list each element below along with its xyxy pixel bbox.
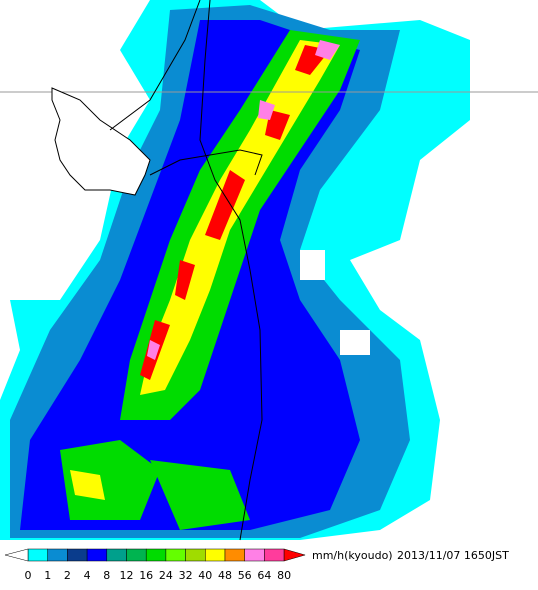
timestamp: 2013/11/07 1650JST — [397, 549, 509, 562]
legend-swatch — [244, 548, 265, 562]
coast-line — [199, 0, 263, 541]
legend-swatch — [165, 548, 186, 562]
rain-gap — [300, 250, 325, 280]
legend-tick-label: 4 — [84, 569, 91, 582]
rain-field — [0, 0, 470, 540]
legend-tick-label: 16 — [139, 569, 153, 582]
coast-line — [109, 0, 201, 131]
legend-swatch — [27, 548, 48, 562]
legend-under — [4, 548, 29, 562]
legend-tick-label: 48 — [218, 569, 232, 582]
legend-swatch — [185, 548, 206, 562]
legend-swatch — [106, 548, 127, 562]
legend-tick-label: 64 — [257, 569, 271, 582]
rain-extreme — [140, 45, 330, 380]
legend-tick-label: 56 — [238, 569, 252, 582]
legend-tick-label: 32 — [179, 569, 193, 582]
legend-swatch — [67, 548, 88, 562]
legend-unit: mm/h(kyoudo) — [312, 549, 393, 562]
peninsula — [51, 87, 151, 196]
legend-over — [283, 548, 307, 562]
legend-swatch — [224, 548, 245, 562]
coastline — [51, 0, 263, 541]
legend-swatch — [145, 548, 167, 562]
legend-swatch — [47, 548, 68, 562]
legend-tick-label: 12 — [120, 569, 134, 582]
legend-tick-label: 1 — [44, 569, 51, 582]
legend-tick-label: 40 — [198, 569, 212, 582]
legend-swatch — [264, 548, 285, 562]
rain-intense — [70, 40, 340, 500]
rain-gap — [340, 330, 370, 355]
legend: 0 1 2 4 8 12 16 24 32 40 48 56 64 80 — [4, 548, 307, 582]
legend-swatch — [126, 548, 147, 562]
legend-tick-label: 0 — [25, 569, 32, 582]
legend-tick-label: 24 — [159, 569, 173, 582]
legend-tick-label: 2 — [64, 569, 71, 582]
legend-tick-label: 8 — [103, 569, 110, 582]
legend-tick-label: 80 — [277, 569, 291, 582]
coast-line — [149, 149, 263, 176]
legend-swatch — [86, 548, 108, 562]
legend-swatch — [205, 548, 226, 562]
